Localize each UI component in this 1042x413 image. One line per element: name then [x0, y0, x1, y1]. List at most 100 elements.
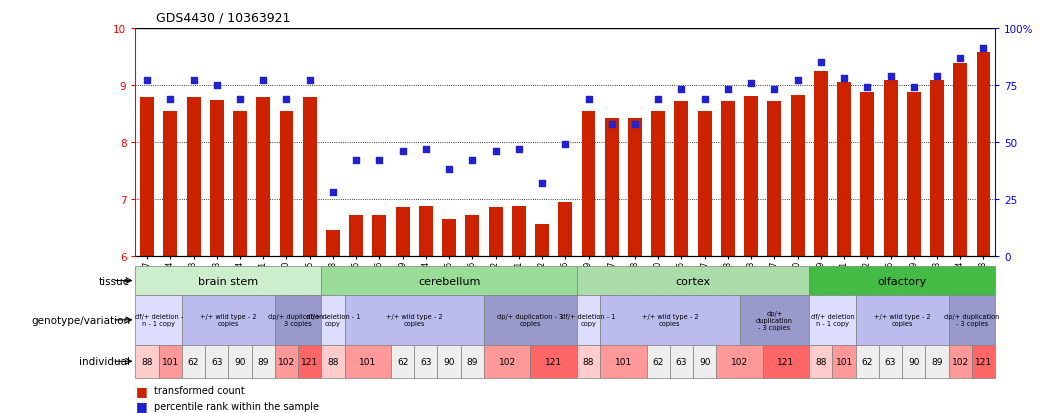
- Point: [162, 96, 178, 102]
- Text: df/+ deletion -
n - 1 copy: df/+ deletion - n - 1 copy: [134, 314, 182, 326]
- Text: 101: 101: [162, 357, 179, 366]
- Bar: [855, 295, 948, 345]
- Bar: [321, 266, 577, 295]
- Point: [743, 80, 760, 87]
- Text: cortex: cortex: [675, 276, 711, 286]
- Text: 88: 88: [142, 357, 153, 366]
- Point: [441, 166, 457, 173]
- Bar: [716, 345, 763, 378]
- Bar: [415, 345, 438, 378]
- Bar: [670, 345, 693, 378]
- Point: [883, 73, 899, 80]
- Text: 90: 90: [443, 357, 455, 366]
- Bar: [349, 215, 364, 256]
- Point: [488, 148, 504, 155]
- Point: [185, 78, 202, 84]
- Point: [859, 85, 875, 91]
- Text: +/+ wild type - 2
copies: +/+ wild type - 2 copies: [200, 314, 256, 326]
- Text: 102: 102: [731, 357, 748, 366]
- Point: [511, 146, 527, 152]
- Bar: [600, 345, 647, 378]
- Point: [418, 146, 435, 152]
- Bar: [953, 64, 967, 256]
- Bar: [577, 266, 810, 295]
- Text: transformed count: transformed count: [154, 385, 245, 395]
- Bar: [628, 119, 642, 256]
- Bar: [298, 345, 321, 378]
- Bar: [744, 97, 759, 256]
- Point: [348, 157, 365, 164]
- Text: 89: 89: [257, 357, 269, 366]
- Text: 102: 102: [278, 357, 295, 366]
- Point: [534, 180, 550, 187]
- Text: 62: 62: [652, 357, 664, 366]
- Bar: [791, 96, 804, 256]
- Point: [325, 189, 342, 196]
- Text: +/+ wild type - 2
copies: +/+ wild type - 2 copies: [386, 314, 443, 326]
- Point: [255, 78, 272, 84]
- Point: [301, 78, 318, 84]
- Bar: [879, 345, 902, 378]
- Bar: [466, 215, 479, 256]
- Point: [603, 121, 620, 128]
- Bar: [925, 345, 948, 378]
- Text: 62: 62: [862, 357, 873, 366]
- Point: [557, 141, 574, 148]
- Text: 121: 121: [545, 357, 563, 366]
- Text: individual: individual: [79, 356, 130, 366]
- Bar: [884, 81, 897, 256]
- Bar: [810, 345, 833, 378]
- Text: 63: 63: [420, 357, 431, 366]
- Bar: [419, 206, 432, 256]
- Bar: [228, 345, 251, 378]
- Text: df/+ deletion - 1
copy: df/+ deletion - 1 copy: [305, 314, 361, 326]
- Text: tissue: tissue: [99, 276, 130, 286]
- Bar: [321, 295, 345, 345]
- Bar: [135, 266, 321, 295]
- Bar: [345, 295, 483, 345]
- Bar: [345, 345, 391, 378]
- Text: 63: 63: [675, 357, 688, 366]
- Bar: [651, 111, 665, 256]
- Bar: [251, 345, 275, 378]
- Bar: [763, 345, 810, 378]
- Point: [139, 78, 155, 84]
- Text: 101: 101: [836, 357, 852, 366]
- Bar: [256, 98, 270, 256]
- Text: olfactory: olfactory: [877, 276, 926, 286]
- Text: dp/+ duplication -
3 copies: dp/+ duplication - 3 copies: [268, 314, 328, 326]
- Bar: [391, 345, 415, 378]
- Bar: [976, 53, 991, 256]
- Bar: [698, 111, 712, 256]
- Bar: [233, 111, 247, 256]
- Bar: [907, 93, 921, 256]
- Bar: [855, 345, 879, 378]
- Bar: [693, 345, 716, 378]
- Bar: [182, 345, 205, 378]
- Bar: [577, 345, 600, 378]
- Bar: [814, 71, 827, 256]
- Text: dp/+
duplication
- 3 copies: dp/+ duplication - 3 copies: [755, 310, 793, 330]
- Bar: [209, 101, 224, 256]
- Bar: [164, 111, 177, 256]
- Text: dp/+ duplication
- 3 copies: dp/+ duplication - 3 copies: [944, 314, 999, 326]
- Text: 89: 89: [467, 357, 478, 366]
- Bar: [279, 111, 294, 256]
- Bar: [536, 225, 549, 256]
- Text: ■: ■: [135, 384, 147, 397]
- Text: percentile rank within the sample: percentile rank within the sample: [154, 401, 319, 411]
- Bar: [438, 345, 461, 378]
- Bar: [489, 208, 502, 256]
- Bar: [321, 345, 345, 378]
- Bar: [372, 215, 387, 256]
- Point: [394, 148, 411, 155]
- Point: [789, 78, 805, 84]
- Bar: [135, 345, 158, 378]
- Bar: [972, 345, 995, 378]
- Text: 63: 63: [212, 357, 223, 366]
- Text: 63: 63: [885, 357, 896, 366]
- Bar: [396, 208, 410, 256]
- Bar: [530, 345, 577, 378]
- Point: [905, 85, 922, 91]
- Bar: [135, 295, 182, 345]
